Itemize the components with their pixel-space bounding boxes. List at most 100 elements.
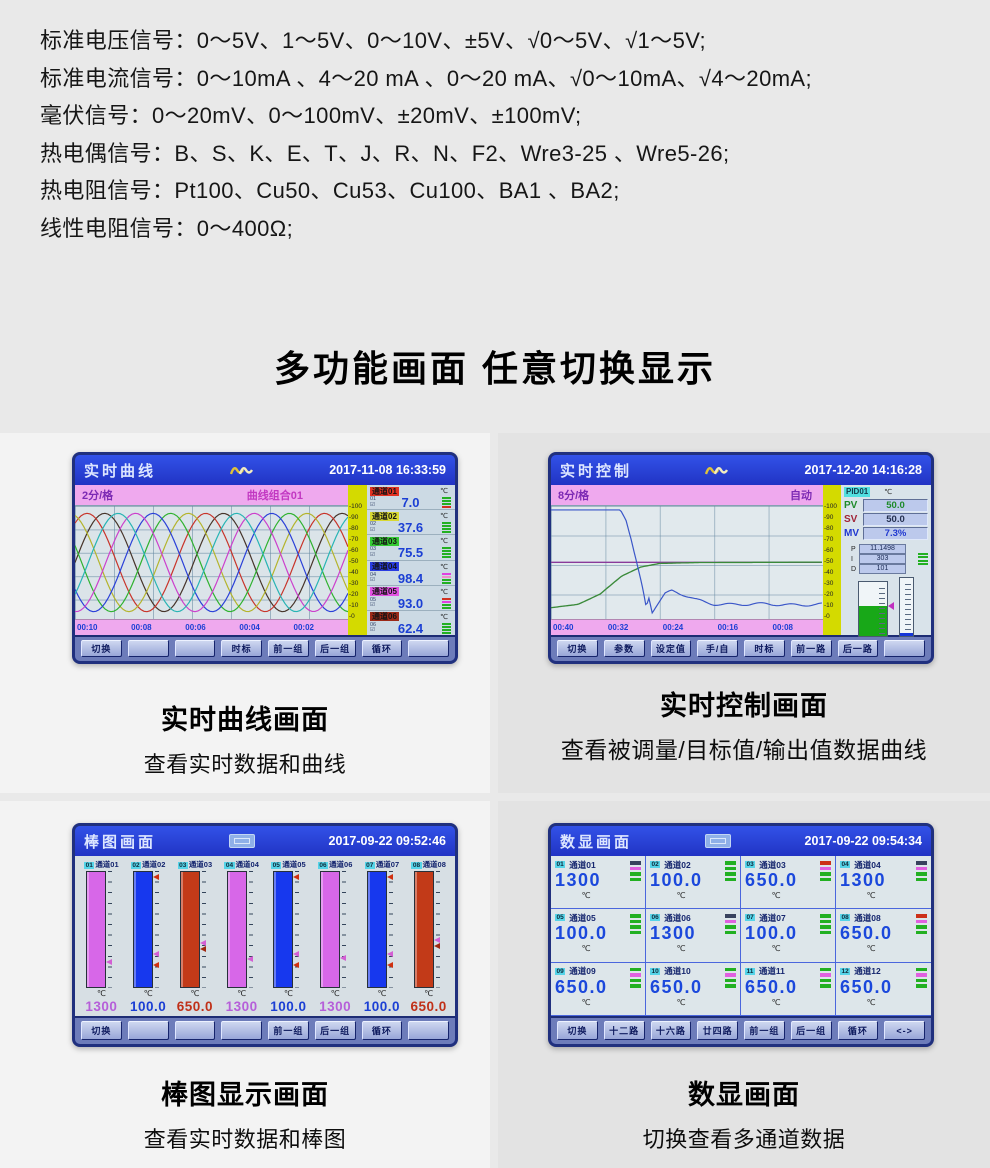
digital-channel-cell[interactable]: 12 通道12 650.0 ℃ <box>836 963 931 1016</box>
channel-number-badge: 11 <box>745 967 755 975</box>
param-value-field: 303 <box>859 554 906 564</box>
toolbar-button-blank[interactable] <box>174 1021 216 1040</box>
toolbar-button[interactable]: 时标 <box>221 640 262 657</box>
caption-subtitle: 查看实时数据和棒图 <box>143 1127 347 1152</box>
chart-subheader: 2分/格 曲线组合01 <box>75 485 348 505</box>
channel-row-bottom: 05 ☑ 93.0 <box>370 596 452 611</box>
toolbar-button-blank[interactable] <box>127 1021 169 1040</box>
digital-cell-top: 09 通道09 <box>555 966 641 977</box>
alarm-marker-icon <box>153 951 160 958</box>
toolbar-button[interactable]: 前一组 <box>268 1021 309 1040</box>
digital-channel-cell[interactable]: 07 通道07 100.0 ℃ <box>741 909 836 963</box>
checkbox-icon[interactable]: 05 ☑ <box>370 596 377 609</box>
channel-row[interactable]: 通道03 ℃ 03 ☑ 75.5 <box>367 535 455 561</box>
param-value-field: 101 <box>859 564 906 574</box>
checkbox-icon[interactable]: 06 ☑ <box>370 621 377 634</box>
toolbar-button-blank[interactable] <box>221 1021 262 1040</box>
checkbox-icon[interactable]: 01 ☑ <box>370 496 377 508</box>
toolbar-button-blank[interactable] <box>884 640 925 657</box>
screen-body: 8分/格 自动 00:40 00:32 00:24 00:16 00:08 -100 -9… <box>551 485 931 637</box>
channel-value: 1300 <box>555 870 602 890</box>
time-axis: 00:10 00:08 00:06 00:04 00:02 <box>75 620 348 635</box>
digital-channel-cell[interactable]: 11 通道11 650.0 ℃ <box>741 962 836 1016</box>
toolbar-button-blank[interactable] <box>127 640 169 657</box>
channel-row[interactable]: 通道06 ℃ 06 ☑ 62.4 <box>367 611 455 636</box>
digital-channel-cell[interactable]: 09 通道09 650.0 ℃ <box>551 962 646 1016</box>
bar-area <box>179 870 210 989</box>
digital-channel-cell[interactable]: 02 通道02 100.0 ℃ <box>646 856 741 910</box>
bar-rect <box>413 871 434 988</box>
digital-cell-top: 08 通道08 <box>840 912 927 923</box>
toolbar-button[interactable]: 前一路 <box>790 640 832 657</box>
screen-body: 2分/格 曲线组合01 00:10 00:08 00:06 00:04 00:02 -1… <box>75 485 455 636</box>
caption-title: 数显画面 <box>688 1080 800 1110</box>
toolbar-button-blank[interactable] <box>408 1021 449 1040</box>
trend-curve <box>75 512 348 613</box>
bar-unit-label: ℃ <box>143 989 153 998</box>
digital-channel-cell[interactable]: 10 通道10 650.0 ℃ <box>646 962 741 1016</box>
alarm-indicator <box>916 861 927 881</box>
toolbar-button[interactable]: 前一组 <box>268 640 309 657</box>
alarm-indicator <box>918 544 928 574</box>
y-tick-label: -40 <box>824 569 834 577</box>
toolbar-button[interactable]: 参数 <box>603 640 645 657</box>
toolbar-button[interactable]: 切换 <box>81 640 122 657</box>
channel-unit-label: ℃ <box>440 488 448 495</box>
digital-channel-cell[interactable]: 08 通道08 650.0 ℃ <box>836 909 931 963</box>
toolbar-button-blank[interactable] <box>408 640 449 657</box>
channel-row[interactable]: 通道01 ℃ 01 ☑ 7.0 <box>367 485 455 511</box>
toolbar-button[interactable]: 十六路 <box>650 1021 692 1040</box>
toolbar-button[interactable]: 循环 <box>361 1021 403 1040</box>
channel-value: 650.0 <box>650 976 703 997</box>
pv-curve <box>551 561 822 609</box>
toolbar-button[interactable]: 设定值 <box>650 640 692 657</box>
toolbar-button[interactable]: <-> <box>884 1021 925 1040</box>
channel-value: 1300 <box>650 923 697 944</box>
x-tick-label: 00:32 <box>607 623 629 632</box>
toolbar-button[interactable]: 时标 <box>744 640 785 657</box>
toolbar-button[interactable]: 后一组 <box>314 1021 356 1040</box>
checkbox-icon[interactable]: 03 ☑ <box>370 546 377 558</box>
channel-row[interactable]: 通道04 ℃ 04 ☑ 98.4 <box>367 561 455 586</box>
channel-number-badge: 12 <box>840 967 851 975</box>
toolbar-button[interactable]: 后一组 <box>314 640 356 657</box>
channel-row-top: 通道01 ℃ <box>370 486 452 496</box>
channel-number-badge: 07 <box>364 862 375 869</box>
toolbar-button[interactable]: 廿四路 <box>697 1021 738 1040</box>
alarm-marker-icon <box>293 962 300 969</box>
alarm-marker-icon <box>153 962 160 969</box>
feature-card-control: 实时控制 2017-12-20 14:16:28 8分/格 自动 <box>498 433 990 793</box>
toolbar-button[interactable]: 切换 <box>557 640 598 657</box>
toolbar-button[interactable]: 循环 <box>361 640 403 657</box>
toolbar-button[interactable]: 切换 <box>557 1021 598 1040</box>
digital-channel-cell[interactable]: 04 通道04 1300 ℃ <box>836 856 931 910</box>
channel-row[interactable]: 通道02 ℃ 02 ☑ 37.6 <box>367 510 455 536</box>
alarm-marker-icon <box>199 939 206 946</box>
toolbar-button[interactable]: 手/自 <box>697 640 738 657</box>
digital-channel-cell[interactable]: 06 通道06 1300 ℃ <box>646 909 741 963</box>
checkbox-icon[interactable]: 02 ☑ <box>370 521 377 533</box>
channel-unit-label: ℃ <box>866 997 876 1007</box>
toolbar-button[interactable]: 后一路 <box>837 640 879 657</box>
digital-cell-top: 07 通道07 <box>745 912 831 923</box>
feature-card-digital: 数显画面 2017-09-22 09:54:34 01 通道01 1300 ℃ 02 通道… <box>498 801 990 1168</box>
channel-number-badge: 06 <box>650 914 661 922</box>
bar-value: 1300 <box>319 999 352 1014</box>
toolbar-button-blank[interactable] <box>174 640 216 657</box>
toolbar-button[interactable]: 前一组 <box>744 1021 785 1040</box>
bar-unit-label: ℃ <box>283 989 293 998</box>
channel-row[interactable]: 通道05 ℃ 05 ☑ 93.0 <box>367 586 455 611</box>
toolbar-button[interactable]: 循环 <box>837 1021 879 1040</box>
channel-row-top: 通道06 ℃ <box>370 612 452 622</box>
toolbar-button[interactable]: 切换 <box>81 1021 122 1040</box>
digital-channel-cell[interactable]: 03 通道03 650.0 ℃ <box>741 856 836 910</box>
digital-channel-cell[interactable]: 05 通道05 100.0 ℃ <box>551 909 646 963</box>
spec-line: 热电偶信号：B、S、K、E、T、J、R、N、F2、Wre3-25 、Wre5-2… <box>40 140 730 166</box>
checkbox-icon[interactable]: 04 ☑ <box>370 571 377 584</box>
toolbar-button[interactable]: 后一组 <box>790 1021 832 1040</box>
alarm-indicator <box>442 597 451 609</box>
digital-channel-cell[interactable]: 01 通道01 1300 ℃ <box>551 856 646 910</box>
alarm-marker-icon <box>386 874 393 881</box>
bar-scale-ticks <box>342 871 347 988</box>
toolbar-button[interactable]: 十二路 <box>603 1021 645 1040</box>
